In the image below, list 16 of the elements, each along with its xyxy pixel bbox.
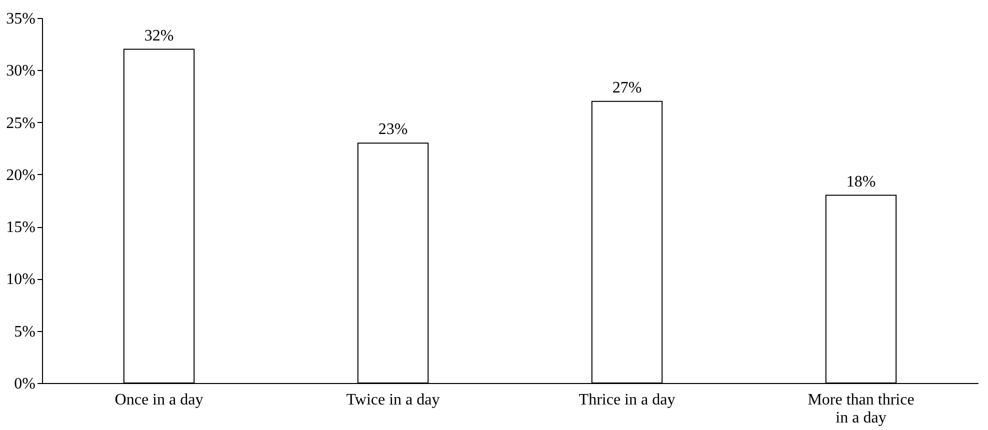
x-tick-label: Twice in a day [346,392,440,408]
data-label: 27% [612,79,642,96]
y-tick-label: 15% [6,219,36,236]
y-tick-label: 20% [6,166,36,184]
y-tick-label: 35% [6,10,36,28]
data-label: 18% [846,173,876,190]
y-tick-label: 10% [6,271,36,288]
y-tick-label: 25% [6,114,36,132]
x-tick-label: Once in a day [114,392,204,408]
y-tick-label: 30% [6,62,36,80]
y-tick-label: 0% [14,376,36,392]
data-label: 32% [144,27,174,44]
x-tick-label: Thrice in a day [578,392,676,408]
y-tick-label: 5% [14,323,36,340]
data-label: 23% [378,121,408,138]
x-tick-label: More than thrice in a day [808,392,914,426]
